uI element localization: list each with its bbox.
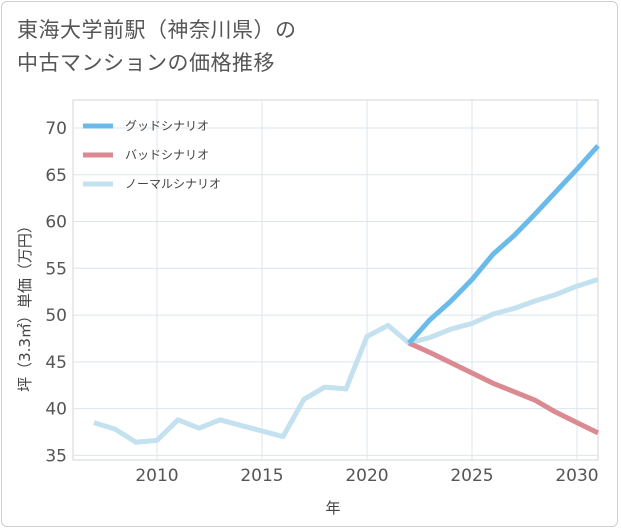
grid-lines — [73, 100, 598, 460]
x-tick-label: 2030 — [555, 466, 598, 486]
x-axis-ticks: 2010 2015 2020 2025 2030 — [135, 466, 598, 486]
chart-title-line-1: 東海大学前駅（神奈川県）の — [17, 18, 297, 42]
series-line-bad — [407, 340, 600, 436]
y-axis-ticks: 35 40 45 50 55 60 65 70 — [45, 119, 67, 466]
x-tick-label: 2020 — [345, 466, 388, 486]
y-tick-label: 50 — [45, 306, 67, 326]
x-axis-title: 年 — [325, 499, 340, 517]
series-line-good — [407, 144, 600, 345]
legend-label-bad: バッドシナリオ — [125, 148, 209, 162]
y-tick-label: 40 — [45, 400, 67, 420]
data-series — [93, 144, 600, 445]
plot-area — [72, 99, 599, 461]
y-tick-label: 45 — [45, 353, 67, 373]
x-tick-label: 2025 — [450, 466, 493, 486]
chart-title: 東海大学前駅（神奈川県）の 中古マンションの価格推移 — [17, 14, 297, 80]
x-tick-label: 2015 — [240, 466, 283, 486]
y-tick-label: 70 — [45, 119, 67, 139]
y-axis-title: 坪（3.3㎡）単価（万円） — [16, 218, 34, 392]
legend-label-normal: ノーマルシナリオ — [125, 177, 221, 191]
series-line-normal — [93, 277, 599, 445]
y-tick-label: 60 — [45, 213, 67, 233]
chart-title-line-2: 中古マンションの価格推移 — [17, 51, 275, 75]
y-tick-label: 65 — [45, 166, 67, 186]
legend-label-good: グッドシナリオ — [125, 119, 209, 133]
x-tick-label: 2010 — [135, 466, 178, 486]
y-tick-label: 55 — [45, 259, 67, 279]
y-tick-label: 35 — [45, 446, 67, 466]
